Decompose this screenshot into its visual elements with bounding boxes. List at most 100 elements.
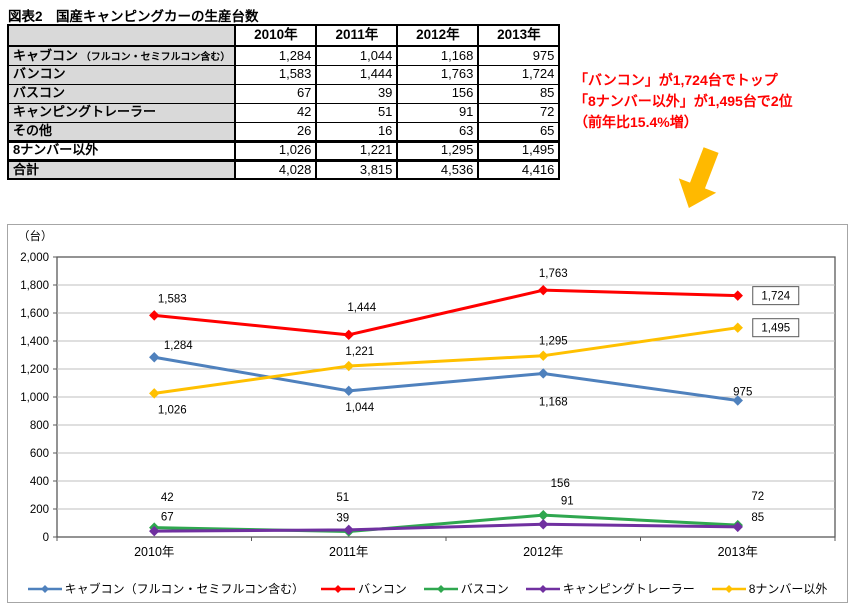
x-axis-label: 2011年 bbox=[329, 545, 368, 559]
down-arrow-icon bbox=[678, 147, 719, 208]
table-row: バスコン 67 39 156 85 bbox=[6, 83, 561, 104]
data-label: 1,583 bbox=[158, 293, 187, 305]
value-cell: 1,221 bbox=[315, 139, 399, 161]
table-row: その他 26 16 63 65 bbox=[6, 121, 561, 142]
legend-marker-icon bbox=[321, 584, 356, 593]
series-line-1 bbox=[153, 355, 738, 402]
table-row: バンコン 1,583 1,444 1,763 1,724 bbox=[6, 64, 561, 85]
annotation-line-2: 「8ナンバー以外」が1,495台で2位 bbox=[574, 93, 793, 109]
value-cell: 91 bbox=[396, 102, 480, 123]
row-label-cell: バンコン bbox=[6, 64, 237, 85]
value-cell: 42 bbox=[234, 102, 318, 123]
row-label-note: （フルコン・セミフルコン含む） bbox=[78, 51, 231, 63]
page-title: 図表2 国産キャンピングカーの生産台数 bbox=[8, 9, 259, 24]
annotation-callout: 「バンコン」が1,724台でトップ 「8ナンバー以外」が1,495台で2位 （前… bbox=[574, 70, 793, 133]
y-tick-label: 200 bbox=[30, 504, 49, 516]
legend-marker-icon bbox=[711, 584, 746, 593]
column-header-2012年: 2012年 bbox=[396, 24, 480, 47]
diamond-marker bbox=[149, 310, 160, 321]
x-axis-label: 2013年 bbox=[718, 545, 758, 559]
y-tick-label: 1,200 bbox=[20, 364, 49, 376]
legend-item: バンコン bbox=[321, 580, 407, 597]
diamond-marker bbox=[732, 290, 743, 301]
data-label: 1,026 bbox=[158, 404, 187, 416]
series-line-4 bbox=[154, 522, 738, 533]
value-cell: 1,444 bbox=[315, 64, 399, 85]
y-tick-label: 2,000 bbox=[20, 252, 49, 264]
data-label: 1,221 bbox=[345, 346, 374, 358]
legend-item: キャンピングトレーラー bbox=[525, 580, 695, 597]
data-label: 156 bbox=[551, 478, 570, 490]
chart-container: 0 200 400 600 800 1,000 1,200 1,400 1,600 1,800 2,… bbox=[7, 224, 848, 603]
data-label: 1,444 bbox=[347, 302, 376, 314]
diamond-marker bbox=[343, 385, 354, 397]
legend-label: キャブコン（フルコン・セミフルコン含む） bbox=[64, 582, 305, 596]
legend-label: キャンピングトレーラー bbox=[562, 582, 695, 596]
x-axis-label: 2012年 bbox=[523, 545, 563, 559]
value-cell: 85 bbox=[477, 83, 561, 104]
data-label: 91 bbox=[561, 495, 574, 507]
legend-label: バスコン bbox=[460, 582, 509, 596]
value-cell: 1,044 bbox=[315, 45, 399, 66]
series-line-2 bbox=[154, 288, 738, 337]
y-tick-label: 1,400 bbox=[20, 336, 49, 348]
y-tick-label: 1,600 bbox=[20, 308, 49, 320]
value-cell: 63 bbox=[396, 121, 480, 142]
value-cell: 1,284 bbox=[234, 45, 318, 66]
data-label: 51 bbox=[336, 492, 349, 504]
row-label-cell: バスコン bbox=[6, 83, 237, 104]
data-label: 1,495 bbox=[761, 323, 790, 335]
value-cell: 4,536 bbox=[396, 158, 480, 180]
diamond-marker bbox=[343, 360, 354, 372]
y-tick-label: 0 bbox=[43, 532, 49, 544]
legend-label: 8ナンバー以外 bbox=[748, 582, 828, 596]
table-row: 8ナンバー以外 1,026 1,221 1,295 1,495 bbox=[6, 139, 561, 161]
data-label: 39 bbox=[336, 513, 349, 525]
x-axis-label: 2010年 bbox=[134, 545, 174, 559]
legend-marker-icon bbox=[525, 584, 560, 593]
legend-item: 8ナンバー以外 bbox=[711, 580, 828, 597]
annotation-line-1: 「バンコン」が1,724台でトップ bbox=[574, 72, 778, 88]
diamond-marker bbox=[149, 388, 160, 399]
value-cell: 1,295 bbox=[396, 139, 480, 161]
row-label-cell: 合計 bbox=[6, 158, 237, 180]
legend-label: バンコン bbox=[358, 582, 407, 596]
diamond-marker bbox=[538, 368, 549, 379]
value-cell: 65 bbox=[477, 121, 561, 142]
boxed-data-label bbox=[752, 318, 800, 338]
data-label: 85 bbox=[751, 512, 764, 524]
diamond-marker bbox=[538, 284, 549, 296]
data-label: 1,044 bbox=[345, 402, 374, 414]
value-cell: 4,028 bbox=[234, 158, 318, 180]
data-label: 72 bbox=[751, 491, 764, 503]
y-tick-label: 400 bbox=[30, 476, 49, 488]
diamond-marker bbox=[732, 322, 743, 333]
data-label: 1,284 bbox=[164, 340, 193, 352]
value-cell: 1,724 bbox=[477, 64, 561, 85]
legend-item: バスコン bbox=[423, 580, 509, 597]
value-cell: 156 bbox=[396, 83, 480, 104]
value-cell: 72 bbox=[477, 102, 561, 123]
value-cell: 3,815 bbox=[315, 158, 399, 180]
diamond-marker bbox=[149, 525, 160, 537]
value-cell: 39 bbox=[315, 83, 399, 104]
data-label: 67 bbox=[161, 512, 174, 524]
table-row: キャンピングトレーラー 42 51 91 72 bbox=[6, 102, 561, 123]
legend-marker-icon bbox=[423, 584, 458, 593]
line-chart: 0 200 400 600 800 1,000 1,200 1,400 1,600 1,800 2,… bbox=[18, 229, 836, 559]
diamond-marker bbox=[538, 350, 549, 361]
value-cell: 4,416 bbox=[477, 158, 561, 180]
value-cell: 1,763 bbox=[396, 64, 480, 85]
value-cell: 16 bbox=[315, 121, 399, 142]
diamond-marker bbox=[732, 521, 743, 533]
data-label: 1,295 bbox=[539, 336, 568, 348]
diamond-marker bbox=[732, 395, 743, 406]
series-line-5 bbox=[154, 326, 738, 395]
table-header: 2010年 2011年 2012年 2013年 bbox=[6, 24, 561, 47]
data-label: 1,724 bbox=[761, 291, 790, 303]
table-corner-cell bbox=[6, 24, 237, 47]
legend-item: キャブコン（フルコン・セミフルコン含む） bbox=[27, 580, 305, 597]
boxed-data-label bbox=[752, 286, 800, 306]
value-cell: 26 bbox=[234, 121, 318, 142]
value-cell: 1,168 bbox=[396, 45, 480, 66]
